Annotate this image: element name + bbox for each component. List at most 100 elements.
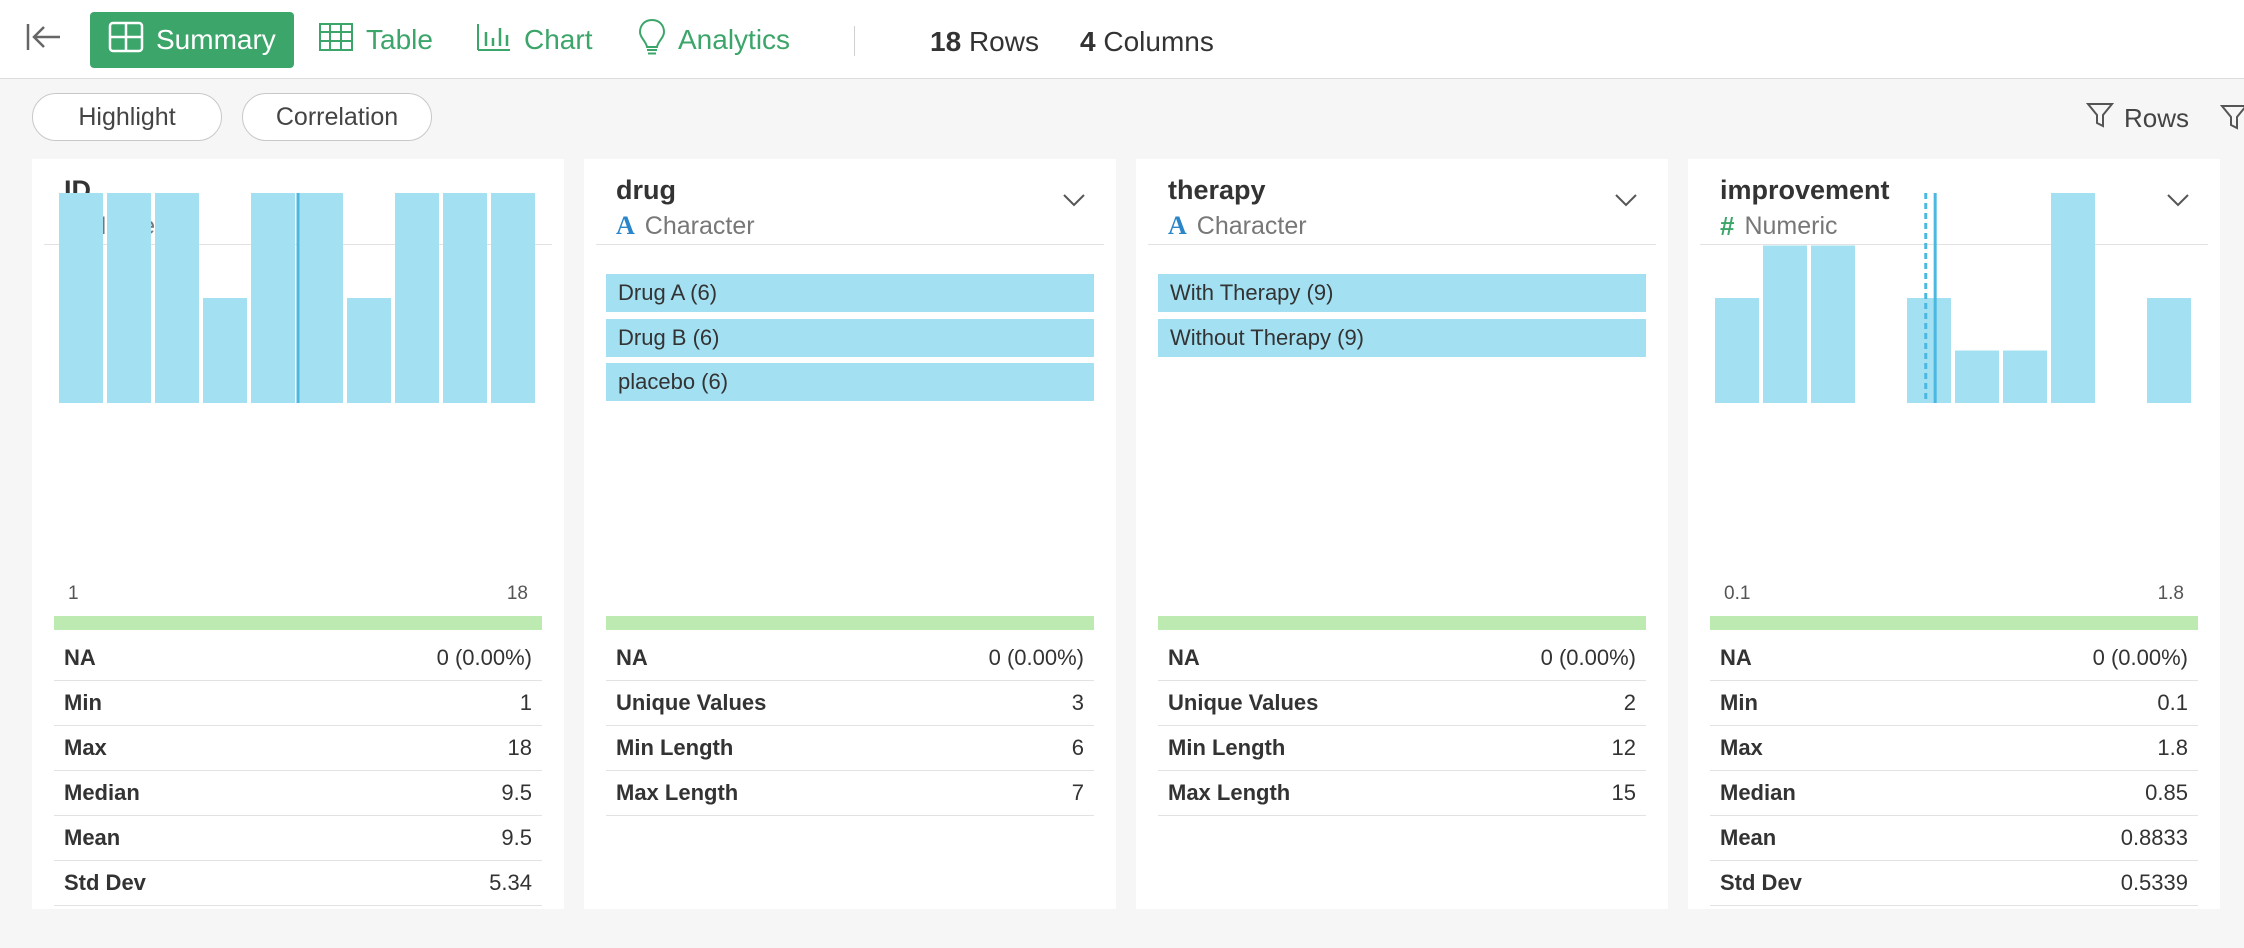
correlation-button[interactable]: Correlation: [242, 93, 432, 141]
histogram-bar[interactable]: [2051, 193, 2095, 403]
axis-max-label: 18: [506, 583, 528, 604]
category-bar[interactable]: Drug A (6): [606, 274, 1094, 312]
valid-values-bar: [1710, 616, 2198, 630]
stat-value: 0.85: [2145, 780, 2188, 805]
columns-count: 4 Columns: [1080, 26, 1214, 58]
histogram-bar[interactable]: [1955, 350, 1999, 404]
stat-row: Std Dev 0.5339: [1710, 861, 2198, 906]
tab-table[interactable]: Table: [300, 12, 451, 68]
stat-value: 15: [1611, 780, 1636, 805]
histogram-bar[interactable]: [443, 193, 487, 403]
histogram-bar[interactable]: [203, 298, 247, 403]
lightbulb-icon: [638, 18, 666, 63]
stat-row: Median 0.85: [1710, 771, 2198, 816]
column-name: improvement: [1720, 175, 1890, 205]
stat-row: NA 0 (0.00%): [54, 636, 542, 681]
histogram-bar[interactable]: [1811, 245, 1855, 404]
column-type-label: Character: [1196, 211, 1307, 240]
histogram-bar[interactable]: [251, 193, 295, 403]
stat-value: 12: [1611, 735, 1636, 760]
stat-label: Unique Values: [616, 690, 767, 715]
improvement-histogram: [1715, 193, 2191, 404]
stat-value: 9.5: [501, 825, 532, 850]
column-type-label: Numeric: [1744, 212, 1838, 240]
histogram-bar[interactable]: [59, 193, 103, 403]
category-bar[interactable]: Without Therapy (9): [1158, 319, 1646, 357]
stat-value: 0.1: [2157, 690, 2188, 715]
correlation-button-label: Correlation: [275, 102, 399, 131]
tab-chart[interactable]: Chart: [458, 12, 610, 68]
stat-label: Min Length: [616, 735, 734, 760]
tab-summary-label: Summary: [156, 24, 276, 55]
stat-value: 0.5339: [2120, 870, 2188, 895]
chevron-down-icon[interactable]: [2166, 193, 2190, 212]
histogram-bar[interactable]: [155, 193, 199, 403]
stat-value: 2: [1623, 690, 1636, 715]
card-divider: [1148, 244, 1656, 245]
stat-label: NA: [64, 645, 96, 670]
stat-row: Min 1: [54, 681, 542, 726]
rows-count-value: 18: [930, 26, 962, 57]
stat-label: NA: [616, 645, 648, 670]
card-divider: [596, 244, 1104, 245]
collapse-sidebar-icon[interactable]: [24, 20, 68, 58]
histogram-bar[interactable]: [395, 193, 439, 403]
stat-row: Unique Values 2: [1158, 681, 1646, 726]
axis-min-label: 0.1: [1724, 583, 1751, 604]
rows-count-label: Rows: [968, 26, 1039, 57]
stat-row: Mean 9.5: [54, 816, 542, 861]
stat-value: 3: [1071, 690, 1084, 715]
chevron-down-icon[interactable]: [1062, 193, 1086, 212]
histogram-bar[interactable]: [2003, 350, 2047, 404]
histogram-bar[interactable]: [491, 193, 535, 403]
summary-subbar: Highlight Correlation Rows: [0, 79, 2244, 159]
stat-row: Std Dev 5.34: [54, 861, 542, 906]
stat-label: Std Dev: [1720, 870, 1802, 895]
column-card-improvement: improvement # Numeric 0.1 1.8 NA 0 (0.00%…: [1688, 159, 2220, 909]
histogram-bar[interactable]: [1715, 298, 1759, 403]
tab-analytics[interactable]: Analytics: [620, 12, 808, 68]
category-bar[interactable]: Drug B (6): [606, 319, 1094, 357]
stat-value: 7: [1071, 780, 1084, 805]
stat-label: Mean: [1720, 825, 1777, 850]
column-card-id: ID # Numeric 1 18 NA0 (0.00%)Min1Max18Me…: [32, 159, 564, 909]
filter-icon: [2085, 101, 2115, 136]
stat-row: Min 0.1: [1710, 681, 2198, 726]
column-type: A Character: [1168, 211, 1307, 241]
stat-row: Max 18: [54, 726, 542, 771]
highlight-button[interactable]: Highlight: [32, 93, 222, 141]
columns-count-label: Columns: [1103, 26, 1214, 57]
stat-value: 0.8833: [2120, 825, 2188, 850]
stats-table: NA 0 (0.00%) Unique Values 2 Min Length 12 Max…: [1158, 636, 1646, 816]
category-bar[interactable]: With Therapy (9): [1158, 274, 1646, 312]
tab-analytics-label: Analytics: [678, 24, 791, 55]
category-bar[interactable]: placebo (6): [606, 363, 1094, 401]
tab-chart-label: Chart: [524, 24, 593, 55]
rows-count: 18 Rows: [930, 26, 1039, 58]
stat-value: 1.8: [2157, 735, 2188, 760]
column-card-drug: drug A Character Drug A (6) Drug B (6) p…: [584, 159, 1116, 909]
top-toolbar: Summary Table Chart: [0, 0, 2244, 79]
histogram-bar[interactable]: [1763, 245, 1807, 404]
histogram-bar[interactable]: [1907, 298, 1951, 403]
stat-label: Max: [64, 735, 107, 760]
chevron-down-icon[interactable]: [1614, 193, 1638, 212]
stat-row: Mean 0.8833: [1710, 816, 2198, 861]
histogram-bar[interactable]: [107, 193, 151, 403]
column-card-therapy: therapy A Character With Therapy (9) Wit…: [1136, 159, 1668, 909]
tab-summary[interactable]: Summary: [90, 12, 294, 68]
stat-label: Median: [1720, 780, 1796, 805]
histogram-bar[interactable]: [2147, 298, 2191, 403]
stat-row: Median 9.5: [54, 771, 542, 816]
stat-value: 0 (0.00%): [988, 645, 1084, 670]
valid-values-bar: [1158, 616, 1646, 630]
stat-label: Max Length: [1168, 780, 1291, 805]
rows-filter-button[interactable]: Rows: [2085, 101, 2189, 136]
stat-row: NA 0 (0.00%): [1710, 636, 2198, 681]
stat-row: Max Length 15: [1158, 771, 1646, 816]
column-type: # Numeric: [1720, 211, 1838, 242]
histogram-bar[interactable]: [347, 298, 391, 403]
column-filter-icon[interactable]: [2219, 103, 2244, 136]
histogram-bar[interactable]: [299, 193, 343, 403]
stats-table: NA 0 (0.00%) Unique Values 3 Min Length 6 Max …: [606, 636, 1094, 816]
